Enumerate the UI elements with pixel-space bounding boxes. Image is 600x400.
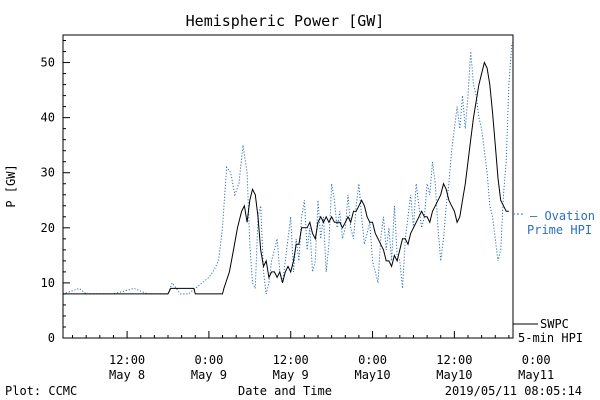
footer-left: Plot: CCMC: [5, 384, 77, 398]
footer-right: 2019/05/11 08:05:14: [445, 384, 582, 398]
y-axis: 0 10 20 30 40 50: [41, 40, 70, 345]
swpc-legend-line1: SWPC: [540, 317, 569, 331]
ovation-prime-series-line: [62, 40, 514, 295]
y-tick-label: 40: [41, 111, 55, 125]
y-axis-label: P [GW]: [4, 164, 18, 207]
x-tick-label-date: May 9: [273, 368, 309, 382]
series-group: [62, 40, 523, 295]
x-tick-label-date: May 8: [109, 368, 145, 382]
x-tick-label-time: 0:00: [522, 353, 551, 367]
x-axis-label: Date and Time: [238, 384, 332, 398]
swpc-series-line: [63, 61, 509, 295]
x-tick-label-date: May11: [518, 368, 554, 382]
y-tick-label: 30: [41, 166, 55, 180]
y-tick-label: 10: [41, 276, 55, 290]
plot-frame: [62, 34, 514, 339]
y-tick-label: 0: [48, 331, 55, 345]
y-tick-label: 20: [41, 221, 55, 235]
ovation-legend-line2: Prime HPI: [527, 223, 592, 237]
x-tick-label-time: 12:00: [109, 353, 145, 367]
ovation-legend-line1: — Ovation: [530, 209, 595, 223]
x-tick-label-time: 0:00: [358, 353, 387, 367]
x-tick-label-date: May10: [436, 368, 472, 382]
x-tick-label-time: 0:00: [194, 353, 223, 367]
x-tick-label-time: 12:00: [436, 353, 472, 367]
swpc-legend-line2: 5-min HPI: [518, 331, 583, 345]
chart-title: Hemispheric Power [GW]: [186, 12, 385, 30]
x-tick-label-time: 12:00: [273, 353, 309, 367]
y-tick-label: 50: [41, 56, 55, 70]
x-tick-label-date: May 9: [191, 368, 227, 382]
x-tick-label-date: May10: [354, 368, 390, 382]
